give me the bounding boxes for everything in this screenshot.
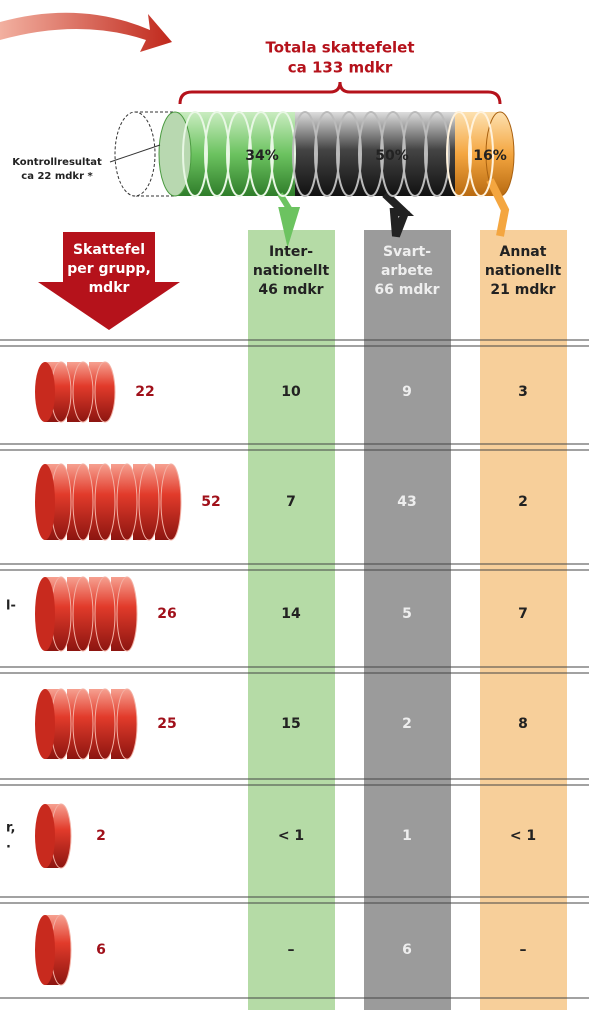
- column-header: Inter-: [269, 244, 313, 260]
- ring: [336, 111, 362, 197]
- cell-value: 5: [402, 606, 412, 622]
- disk-face: [94, 361, 116, 423]
- disk-back: [35, 464, 55, 540]
- group-arrow: [38, 232, 180, 330]
- cell-value: < 1: [278, 828, 304, 844]
- label-fragment: .: [6, 837, 11, 852]
- ring: [314, 111, 340, 197]
- column-header: 66 mdkr: [374, 282, 439, 298]
- ring: [424, 111, 450, 197]
- disk-back: [35, 689, 55, 759]
- cell-value: 7: [286, 494, 296, 510]
- cell-value: 8: [518, 716, 528, 732]
- cylinder-start: [158, 111, 192, 197]
- title-line: Totala skattefelet: [265, 39, 414, 57]
- ring: [468, 111, 494, 197]
- disk-back: [35, 362, 55, 422]
- gray-column: [364, 230, 451, 1010]
- disk-face: [138, 463, 160, 541]
- cell-value: 43: [397, 494, 416, 510]
- disk-back: [35, 915, 55, 985]
- column-header: arbete: [381, 263, 433, 279]
- cell-value: < 1: [510, 828, 536, 844]
- column-header: 46 mdkr: [258, 282, 323, 298]
- cell-value: 10: [281, 384, 301, 400]
- red-arrow: [0, 12, 172, 53]
- pointer: [109, 144, 161, 163]
- share-label: 16%: [473, 148, 507, 164]
- group-header: per grupp,: [67, 261, 151, 277]
- cell-value: 15: [281, 716, 300, 732]
- disk-face: [116, 463, 138, 541]
- ring: [292, 111, 318, 197]
- cell-value: 2: [518, 494, 528, 510]
- row-total: 52: [201, 494, 220, 510]
- column-header: Svart-: [383, 244, 431, 260]
- ring: [402, 111, 428, 197]
- ring: [380, 111, 406, 197]
- ring: [446, 111, 472, 197]
- ring: [204, 111, 230, 197]
- share-label: 34%: [245, 148, 279, 164]
- group-header: Skattefel: [73, 242, 145, 258]
- disk-face: [160, 463, 182, 541]
- disk-face: [116, 688, 138, 760]
- disk-face: [94, 688, 116, 760]
- cell-value: –: [288, 942, 295, 958]
- black-arrow: [382, 191, 415, 238]
- cell-value: 1: [402, 828, 412, 844]
- label-fragment: l-: [6, 599, 16, 614]
- column-header: Annat: [500, 244, 547, 260]
- row-total: 25: [157, 716, 176, 732]
- cell-value: –: [520, 942, 527, 958]
- row-total: 26: [157, 606, 176, 622]
- ring: [248, 111, 274, 197]
- ring: [358, 111, 384, 197]
- column-header: nationellt: [253, 263, 330, 279]
- control-label: Kontrollresultat: [12, 157, 102, 168]
- cell-value: 14: [281, 606, 301, 622]
- orange-arrow: [486, 178, 510, 237]
- label-fragment: r,: [6, 821, 15, 836]
- ring: [226, 111, 252, 197]
- cell-value: 9: [402, 384, 412, 400]
- green-column: [248, 230, 335, 1010]
- group-header: mdkr: [89, 280, 130, 296]
- orange-column: [480, 230, 567, 1010]
- disk-face: [116, 576, 138, 652]
- cell-value: 3: [518, 384, 528, 400]
- disk-face: [94, 576, 116, 652]
- row-total: 2: [96, 828, 106, 844]
- column-header: nationellt: [485, 263, 562, 279]
- green-arrow: [277, 192, 301, 248]
- cell-value: 6: [402, 942, 412, 958]
- disk-face: [72, 576, 94, 652]
- ring: [182, 111, 208, 197]
- row-total: 22: [135, 384, 154, 400]
- share-label: 50%: [375, 148, 409, 164]
- disk-back: [35, 804, 55, 868]
- row-total: 6: [96, 942, 106, 958]
- disk-face: [72, 688, 94, 760]
- disk-face: [72, 463, 94, 541]
- ring: [270, 111, 296, 197]
- disk-back: [35, 577, 55, 651]
- column-header: 21 mdkr: [490, 282, 555, 298]
- title-line: ca 133 mdkr: [288, 59, 393, 77]
- disk-face: [94, 463, 116, 541]
- disk-face: [72, 361, 94, 423]
- cell-value: 7: [518, 606, 528, 622]
- brace: [178, 81, 502, 105]
- cell-value: 2: [402, 716, 412, 732]
- control-label: ca 22 mdkr *: [21, 171, 93, 182]
